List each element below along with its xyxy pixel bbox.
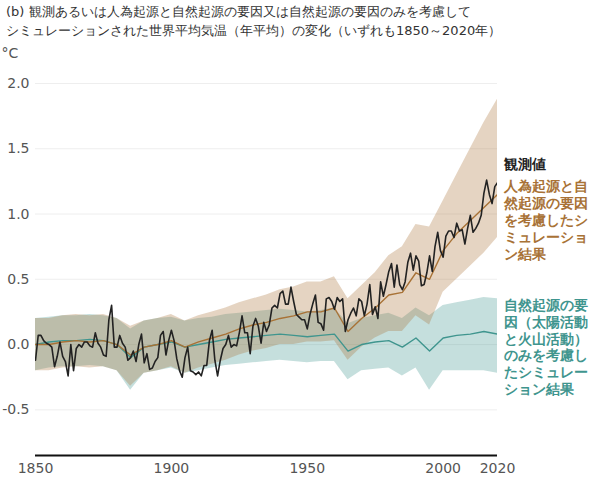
html-text:シミュレーションされた世界平均気温（年平均）の変化（いずれも: シミュレーションされた世界平均気温（年平均）の変化（いずれも1850～2020年… — [6, 23, 502, 38]
svg-text:1.5: 1.5 — [7, 140, 29, 156]
html-text:(b) 観測あるいは人為起源と自然起源の要因又は自然起源の要: (b) 観測あるいは人為起源と自然起源の要因又は自然起源の要因のみを考慮して — [6, 4, 471, 19]
svg-text:0.0: 0.0 — [7, 336, 29, 352]
svg-text:2020: 2020 — [480, 460, 516, 476]
svg-text:2000: 2000 — [425, 460, 461, 476]
svg-text:1.0: 1.0 — [7, 206, 29, 222]
svg-text:-0.5: -0.5 — [2, 401, 29, 417]
svg-text:°C: °C — [2, 45, 19, 61]
svg-text:2.0: 2.0 — [7, 75, 29, 91]
svg-text:自然起源の要因（太陽活動と火山活動）のみを考慮したシミュレー: 自然起源の要因（太陽活動と火山活動）のみを考慮したシミュレーション結果 — [504, 297, 588, 397]
svg-text:0.5: 0.5 — [7, 271, 29, 287]
svg-text:観測値: 観測値 — [503, 156, 546, 172]
svg-text:1900: 1900 — [154, 460, 190, 476]
svg-text:人為起源と自然起源の要因を考慮したシミュレーション結果: 人為起源と自然起源の要因を考慮したシミュレーション結果 — [503, 178, 588, 261]
svg-text:1850: 1850 — [18, 460, 54, 476]
svg-text:1950: 1950 — [289, 460, 325, 476]
